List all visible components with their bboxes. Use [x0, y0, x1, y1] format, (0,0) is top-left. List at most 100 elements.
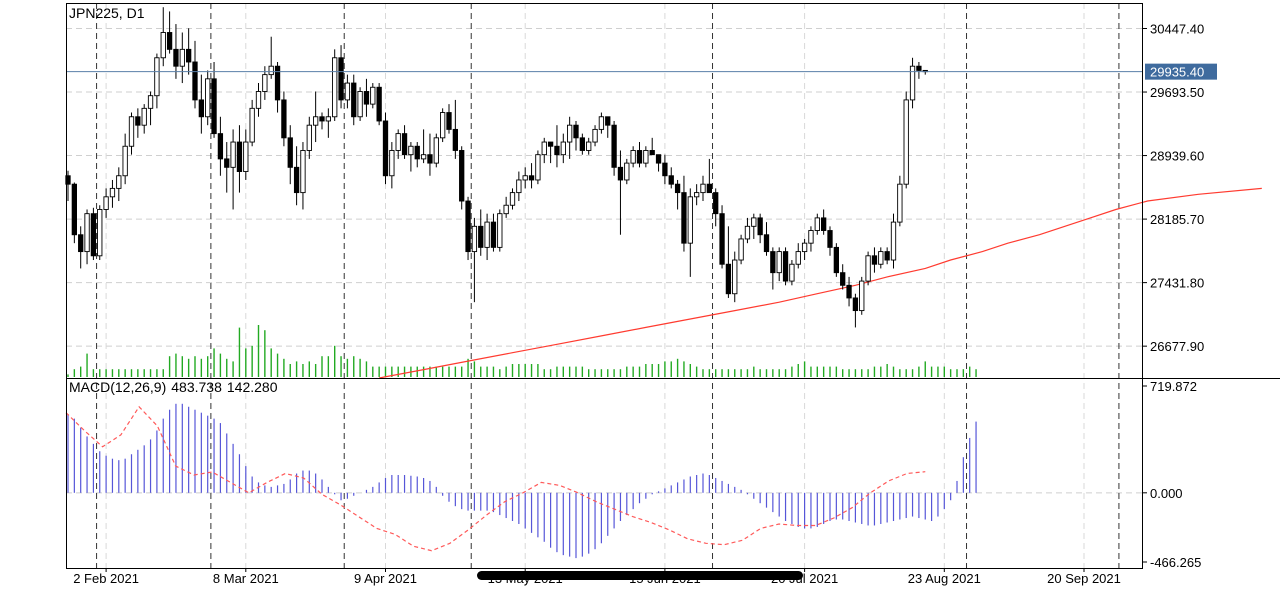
volume-layer	[67, 325, 977, 377]
candle-body	[446, 112, 452, 130]
candle	[821, 209, 827, 235]
candle-body	[655, 154, 662, 164]
candle-body	[262, 74, 268, 92]
candle	[427, 133, 433, 176]
candle-body	[719, 213, 725, 265]
candle-body	[287, 137, 293, 168]
candle-body	[135, 116, 141, 126]
candle	[903, 91, 909, 189]
candle	[522, 167, 528, 189]
candle	[541, 137, 547, 164]
candle-body	[122, 145, 128, 177]
candle-body	[846, 284, 852, 299]
candle-body	[401, 133, 408, 156]
candle-body	[192, 61, 198, 101]
candle-body	[871, 255, 878, 265]
candle	[706, 158, 713, 194]
candle-body	[141, 107, 147, 126]
candle	[535, 150, 541, 185]
candle	[255, 83, 262, 117]
candle	[528, 163, 535, 189]
candle	[147, 91, 154, 126]
candle-body	[376, 86, 382, 122]
candle	[160, 7, 166, 67]
candle	[313, 91, 319, 143]
candle-body	[611, 124, 617, 168]
candle	[109, 179, 116, 208]
candle	[795, 243, 801, 269]
candle-body	[154, 57, 160, 97]
macd-histogram-layer	[67, 403, 977, 559]
candle-body	[338, 57, 344, 101]
candle-body	[249, 107, 255, 143]
candle	[776, 247, 782, 282]
candle	[560, 133, 566, 164]
candle	[605, 116, 611, 138]
macd-tick-label: 719.872	[1150, 379, 1197, 394]
candle	[757, 213, 763, 244]
candle	[840, 264, 846, 290]
candle	[293, 146, 300, 206]
candle	[744, 217, 751, 244]
candle-body	[814, 217, 820, 231]
candle-body	[808, 230, 814, 244]
candle-body	[71, 183, 78, 236]
candle-body	[319, 116, 325, 122]
candle-body	[586, 141, 592, 151]
candle-body	[198, 99, 204, 118]
candle	[211, 61, 217, 138]
moving-average-layer	[378, 187, 1262, 379]
candle-body	[757, 217, 763, 236]
candle	[700, 175, 706, 202]
candle-body	[217, 133, 224, 160]
candle	[71, 182, 78, 244]
candle	[433, 133, 439, 168]
candle-body	[687, 196, 693, 244]
candle	[173, 24, 179, 79]
candle	[389, 142, 395, 189]
grid-layer	[66, 3, 1142, 568]
candle-body	[230, 141, 236, 168]
candle-body	[859, 280, 865, 312]
candle	[478, 209, 484, 256]
candle	[859, 276, 865, 315]
candle-body	[643, 150, 649, 164]
candle	[833, 243, 840, 277]
candle-body	[821, 217, 827, 231]
candle-body	[649, 150, 655, 156]
price-tick-label: 26677.90	[1150, 339, 1204, 354]
candle-body	[795, 251, 801, 265]
candle	[249, 99, 255, 147]
candle-body	[484, 221, 490, 248]
candle-body	[293, 166, 300, 194]
candle	[414, 142, 420, 168]
candle-body	[878, 251, 884, 265]
candle	[681, 175, 687, 252]
candle-body	[840, 272, 846, 286]
candle	[287, 125, 293, 185]
candle	[789, 260, 795, 286]
candle	[224, 142, 230, 193]
chart-title: JPN225, D1	[69, 5, 145, 21]
candle-body	[185, 48, 192, 63]
candle-body	[763, 234, 770, 253]
macd-name: MACD(12,26,9)	[69, 379, 166, 395]
macd-signal-line	[65, 405, 926, 552]
candle	[763, 222, 770, 256]
candle-body	[268, 65, 274, 76]
macd-main-value: 483.738	[171, 379, 222, 395]
candle-body	[211, 78, 217, 135]
candle	[573, 120, 579, 151]
candle-body	[471, 225, 478, 253]
macd-title: MACD(12,26,9) 483.738 142.280	[69, 379, 278, 395]
candle-body	[90, 213, 97, 257]
candle	[446, 104, 452, 134]
candle	[84, 209, 90, 265]
candle-body	[160, 32, 166, 59]
candle-body	[382, 120, 389, 177]
candle-body	[306, 124, 312, 151]
candle	[617, 150, 624, 235]
candle-body	[579, 137, 586, 151]
candle	[459, 146, 465, 210]
